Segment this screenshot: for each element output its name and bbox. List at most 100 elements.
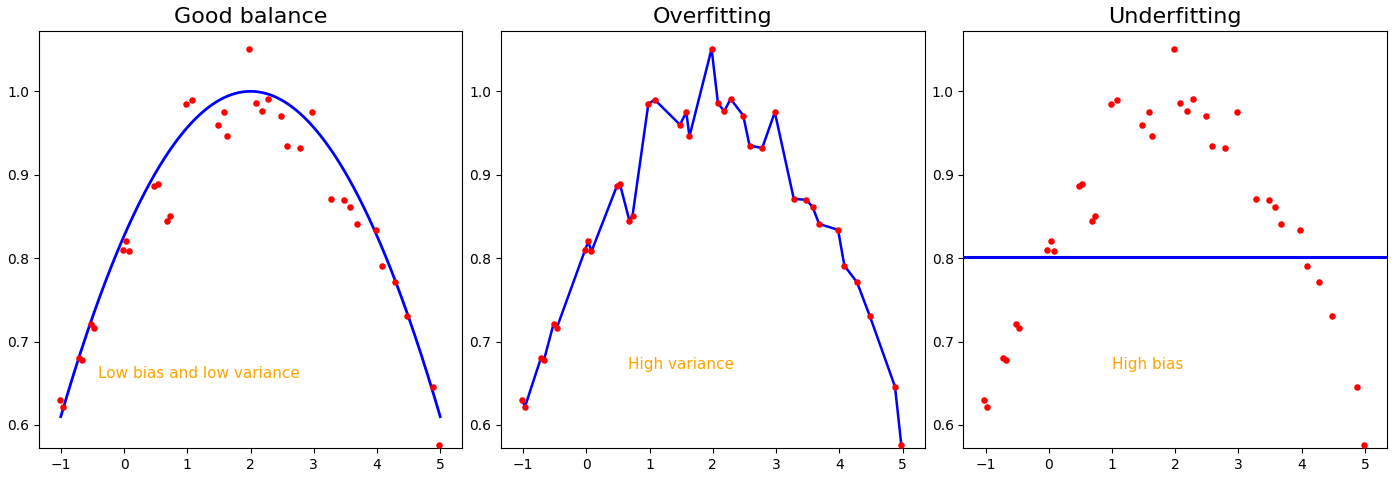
Point [1140, 133, 1163, 140]
Title: Good balance: Good balance [174, 7, 328, 27]
Point [644, 96, 666, 103]
Point [1043, 248, 1065, 255]
Title: Underfitting: Underfitting [1108, 7, 1242, 27]
Point [545, 324, 567, 332]
Point [618, 217, 640, 225]
Point [1036, 246, 1058, 254]
Point [1071, 180, 1093, 188]
Point [1264, 204, 1287, 211]
Point [156, 217, 178, 225]
Point [796, 196, 818, 204]
Point [542, 320, 565, 328]
Point [1182, 95, 1204, 103]
Point [993, 354, 1015, 362]
Point [1131, 121, 1153, 128]
Point [514, 403, 537, 411]
Title: Overfitting: Overfitting [652, 7, 772, 27]
Point [206, 121, 229, 128]
Point [1040, 238, 1062, 245]
Point [995, 356, 1018, 364]
Point [146, 180, 169, 188]
Point [181, 96, 204, 103]
Text: Low bias and low variance: Low bias and low variance [98, 366, 300, 381]
Point [846, 278, 868, 286]
Point [118, 248, 141, 255]
Point [764, 108, 786, 116]
Point [739, 142, 761, 149]
Point [1245, 195, 1267, 203]
Point [637, 100, 659, 108]
Point [383, 278, 406, 286]
Point [1080, 217, 1103, 225]
Point [834, 262, 856, 270]
Point [976, 403, 998, 411]
Point [751, 144, 774, 152]
Point [1322, 312, 1344, 319]
Text: High variance: High variance [629, 357, 735, 372]
Point [707, 99, 729, 107]
Point [49, 396, 71, 404]
Point [269, 112, 291, 119]
Point [609, 180, 631, 188]
Point [884, 383, 906, 390]
Point [1068, 182, 1090, 190]
Point [1289, 226, 1312, 234]
Point [1100, 100, 1122, 108]
Point [605, 182, 627, 190]
Point [339, 204, 361, 211]
Point [1308, 278, 1330, 286]
Point [577, 238, 599, 245]
Point [973, 396, 995, 404]
Point [1170, 99, 1192, 107]
Point [84, 324, 106, 332]
Point [238, 45, 261, 53]
Point [1005, 320, 1027, 328]
Point [1195, 112, 1217, 119]
Point [79, 320, 102, 328]
Point [67, 354, 89, 362]
Point [71, 356, 93, 364]
Point [371, 262, 393, 270]
Point [112, 246, 134, 254]
Point [114, 238, 137, 245]
Point [782, 195, 804, 203]
Point [1270, 220, 1292, 228]
Point [533, 356, 555, 364]
Point [346, 220, 368, 228]
Point [333, 196, 355, 204]
Point [301, 108, 323, 116]
Point [216, 133, 238, 140]
Point [1352, 441, 1374, 449]
Point [714, 107, 736, 115]
Point [1105, 96, 1128, 103]
Point [213, 108, 236, 116]
Point [1175, 107, 1197, 115]
Point [1257, 196, 1280, 204]
Point [802, 204, 824, 211]
Point [365, 226, 388, 234]
Point [1227, 108, 1249, 116]
Point [289, 144, 311, 152]
Point [421, 383, 443, 390]
Point [396, 312, 418, 319]
Point [159, 212, 181, 219]
Point [669, 121, 691, 128]
Point [827, 226, 849, 234]
Point [622, 212, 644, 219]
Point [809, 220, 831, 228]
Point [144, 182, 166, 190]
Point [679, 133, 701, 140]
Point [859, 312, 881, 319]
Point [1163, 45, 1185, 53]
Text: High bias: High bias [1111, 357, 1184, 372]
Point [1347, 383, 1369, 390]
Point [174, 100, 197, 108]
Point [244, 99, 266, 107]
Point [675, 108, 697, 116]
Point [719, 95, 742, 103]
Point [276, 142, 298, 149]
Point [510, 396, 533, 404]
Point [321, 195, 343, 203]
Point [700, 45, 722, 53]
Point [1138, 108, 1160, 116]
